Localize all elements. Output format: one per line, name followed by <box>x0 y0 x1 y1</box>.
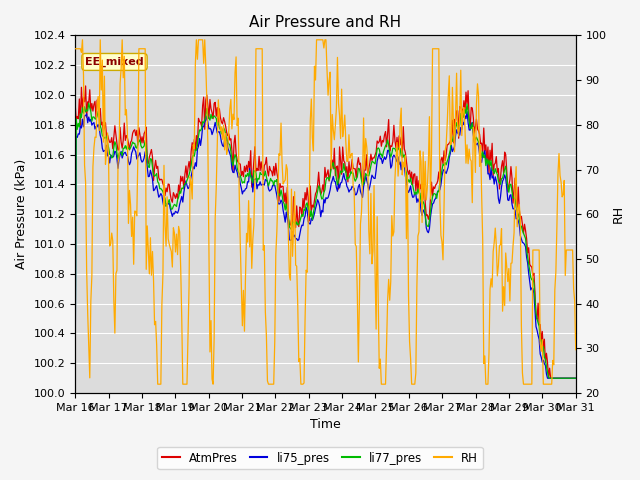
Y-axis label: RH: RH <box>612 205 625 223</box>
Legend: AtmPres, li75_pres, li77_pres, RH: AtmPres, li75_pres, li77_pres, RH <box>157 447 483 469</box>
Title: Air Pressure and RH: Air Pressure and RH <box>250 15 401 30</box>
X-axis label: Time: Time <box>310 419 341 432</box>
Text: EE_mixed: EE_mixed <box>85 57 144 67</box>
Y-axis label: Air Pressure (kPa): Air Pressure (kPa) <box>15 159 28 269</box>
